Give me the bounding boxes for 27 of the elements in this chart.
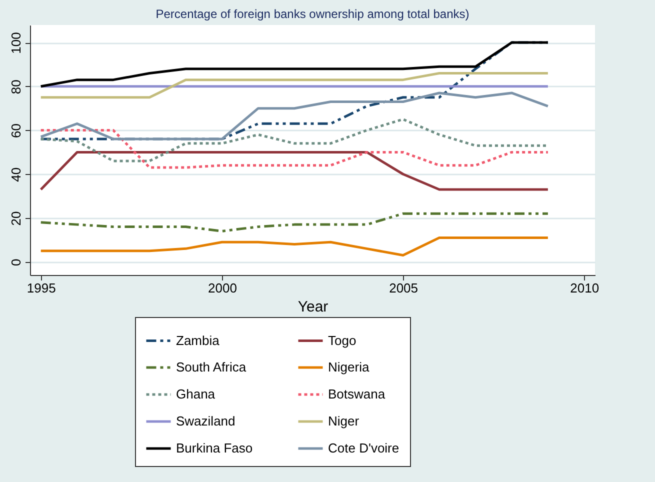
legend-label: Ghana <box>176 386 216 402</box>
line-series <box>40 41 550 88</box>
legend-label: Togo <box>328 332 356 348</box>
line-series <box>40 129 550 169</box>
y-tick-label: 20 <box>8 211 24 226</box>
x-tick-label: 2005 <box>389 280 418 296</box>
y-tick-label: 0 <box>8 258 24 266</box>
legend-label: Niger <box>328 414 360 428</box>
line-series <box>40 236 550 257</box>
legend-label: South Africa <box>176 360 247 374</box>
x-tick-label: 2010 <box>570 280 600 296</box>
x-tick-label: 1995 <box>26 280 56 296</box>
y-tick-label: 60 <box>8 124 24 138</box>
legend-label: Cote D'voire <box>328 440 400 456</box>
legend-label: Burkina Faso <box>176 440 253 456</box>
legend-label: Nigeria <box>328 360 370 374</box>
legend-label: Botswana <box>328 386 386 402</box>
legend-label: Swaziland <box>176 414 236 428</box>
x-axis-title: Year <box>298 298 328 316</box>
chart-title: Percentage of foreign banks ownership among total banks) <box>156 7 470 21</box>
line-series <box>40 92 550 140</box>
y-tick-label: 40 <box>8 167 24 182</box>
legend-label: Zambia <box>176 332 220 348</box>
x-tick-label: 2000 <box>208 280 237 296</box>
y-tick-label: 80 <box>8 80 24 94</box>
line-series <box>40 212 550 232</box>
y-tick-label: 100 <box>8 32 24 54</box>
